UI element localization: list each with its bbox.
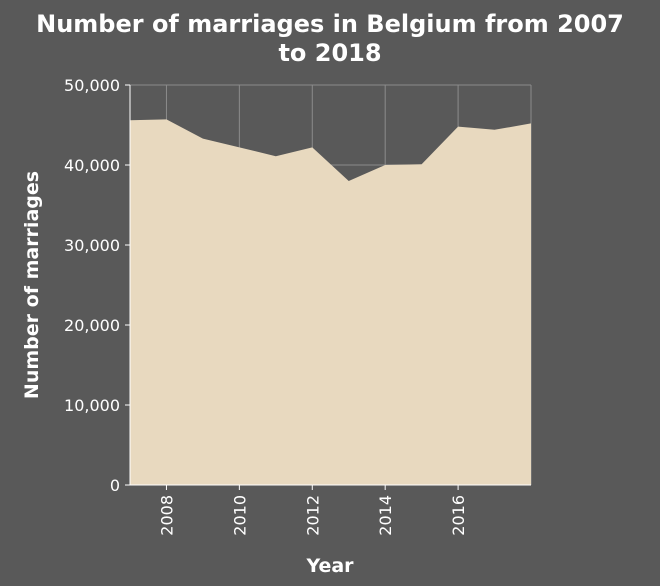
chart-title-line-2: to 2018 (278, 39, 381, 67)
x-axis-title: Year (305, 555, 354, 577)
y-tick-label: 40,000 (64, 156, 120, 175)
y-tick-label: 10,000 (64, 396, 120, 415)
x-tick-label: 2008 (157, 495, 176, 536)
y-tick-label: 50,000 (64, 76, 120, 95)
tick-labels: 0 10,000 20,000 30,000 40,000 50,000 2008 2010 2… (64, 76, 468, 536)
chart-title-line-1: Number of marriages in Belgium from 2007 (36, 10, 624, 38)
y-tick-label: 0 (110, 476, 120, 495)
area-series (129, 119, 532, 486)
x-tick-label: 2016 (449, 495, 468, 536)
y-axis-title: Number of marriages (21, 171, 43, 399)
x-tick-label: 2012 (303, 495, 322, 536)
area-series-fill (130, 119, 531, 486)
y-tick-label: 30,000 (64, 236, 120, 255)
axes (125, 84, 531, 490)
y-tick-label: 20,000 (64, 316, 120, 335)
x-tick-label: 2010 (230, 495, 249, 536)
x-tick-label: 2014 (376, 495, 395, 536)
